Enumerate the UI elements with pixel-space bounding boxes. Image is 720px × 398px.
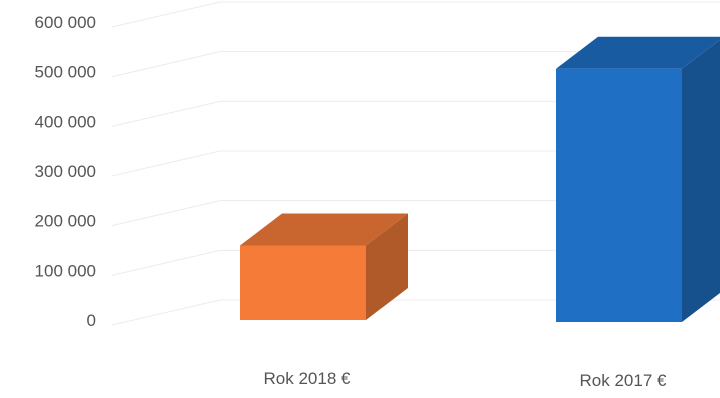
- gridlines: [111, 1, 720, 326]
- gridline: [111, 200, 720, 227]
- gridline: [111, 150, 720, 177]
- bars: [240, 36, 720, 322]
- gridline: [111, 249, 720, 276]
- bar-front-face: [556, 68, 682, 322]
- x-axis-labels: Rok 2018 € Rok 2017 €: [264, 369, 667, 390]
- bar-top-face: [240, 213, 408, 246]
- y-tick-label: 300 000: [35, 162, 96, 181]
- y-tick-label: 0: [87, 311, 96, 330]
- y-tick-label: 600 000: [35, 13, 96, 32]
- gridline: [111, 51, 720, 78]
- gridline: [111, 299, 720, 326]
- y-tick-label: 100 000: [35, 261, 96, 280]
- y-tick-label: 200 000: [35, 212, 96, 231]
- x-category-label: Rok 2018 €: [264, 369, 351, 388]
- gridline: [111, 100, 720, 127]
- bar-1: [240, 213, 408, 320]
- x-category-label: Rok 2017 €: [580, 371, 667, 390]
- y-axis-ticks: 0 100 000 200 000 300 000 400 000 500 000 600 …: [35, 13, 96, 330]
- bar-side-face: [682, 39, 720, 322]
- bar-front-face: [240, 245, 366, 320]
- bar-side-face: [366, 213, 408, 320]
- bar-top-face: [556, 36, 720, 69]
- y-tick-label: 400 000: [35, 112, 96, 131]
- gridline: [111, 1, 720, 28]
- y-tick-label: 500 000: [35, 63, 96, 82]
- bar-2: [556, 36, 720, 322]
